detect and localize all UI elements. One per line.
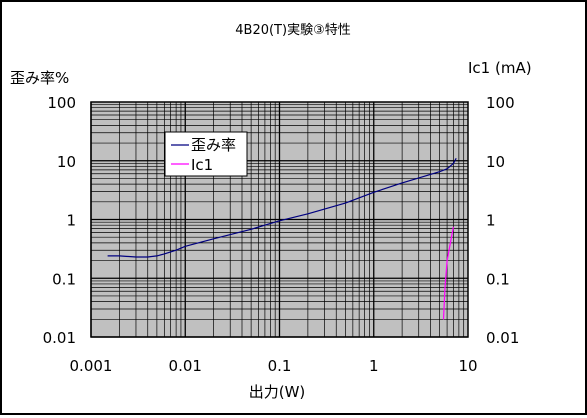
y-tick-label-right: 100	[486, 94, 515, 112]
chart-title: 4B20(T)実験③特性	[235, 22, 350, 38]
y-tick-labels-right: 100 10 1 0.1 0.01	[486, 94, 519, 347]
x-tick-labels: 0.001 0.01 0.1 1 10	[70, 357, 478, 375]
legend-label-distortion: 歪み率	[191, 136, 236, 154]
x-tick-label: 0.001	[70, 357, 113, 375]
y-tick-label-left: 1	[66, 212, 76, 230]
y-tick-label-left: 10	[57, 153, 76, 171]
y-tick-label-left: 100	[47, 94, 76, 112]
y-tick-label-right: 0.1	[486, 270, 510, 288]
legend-box	[164, 131, 248, 177]
y-axis-label-left: 歪み率%	[10, 69, 69, 87]
y-tick-label-left: 0.1	[52, 270, 76, 288]
x-tick-label: 0.01	[169, 357, 202, 375]
series-layer	[107, 158, 457, 320]
x-tick-label: 10	[458, 357, 477, 375]
y-tick-label-left: 0.01	[43, 329, 76, 347]
y-tick-label-right: 10	[486, 153, 505, 171]
legend: 歪み率 Ic1	[164, 131, 248, 177]
x-tick-label: 1	[369, 357, 379, 375]
x-tick-label: 0.1	[268, 357, 292, 375]
chart: 4B20(T)実験③特性 歪み率% Ic1 (mA) 出力(W) 0.001 0.…	[10, 22, 532, 401]
y-tick-label-right: 1	[486, 212, 496, 230]
x-axis-label: 出力(W)	[249, 383, 306, 401]
series-line-ic1	[442, 226, 454, 320]
series-line-distortion	[107, 158, 457, 258]
plot-border	[90, 101, 469, 338]
legend-label-ic1: Ic1	[191, 156, 213, 174]
y-tick-labels-left: 100 10 1 0.1 0.01	[43, 94, 76, 347]
y-axis-label-right: Ic1 (mA)	[468, 59, 532, 77]
y-tick-label-right: 0.01	[486, 329, 519, 347]
